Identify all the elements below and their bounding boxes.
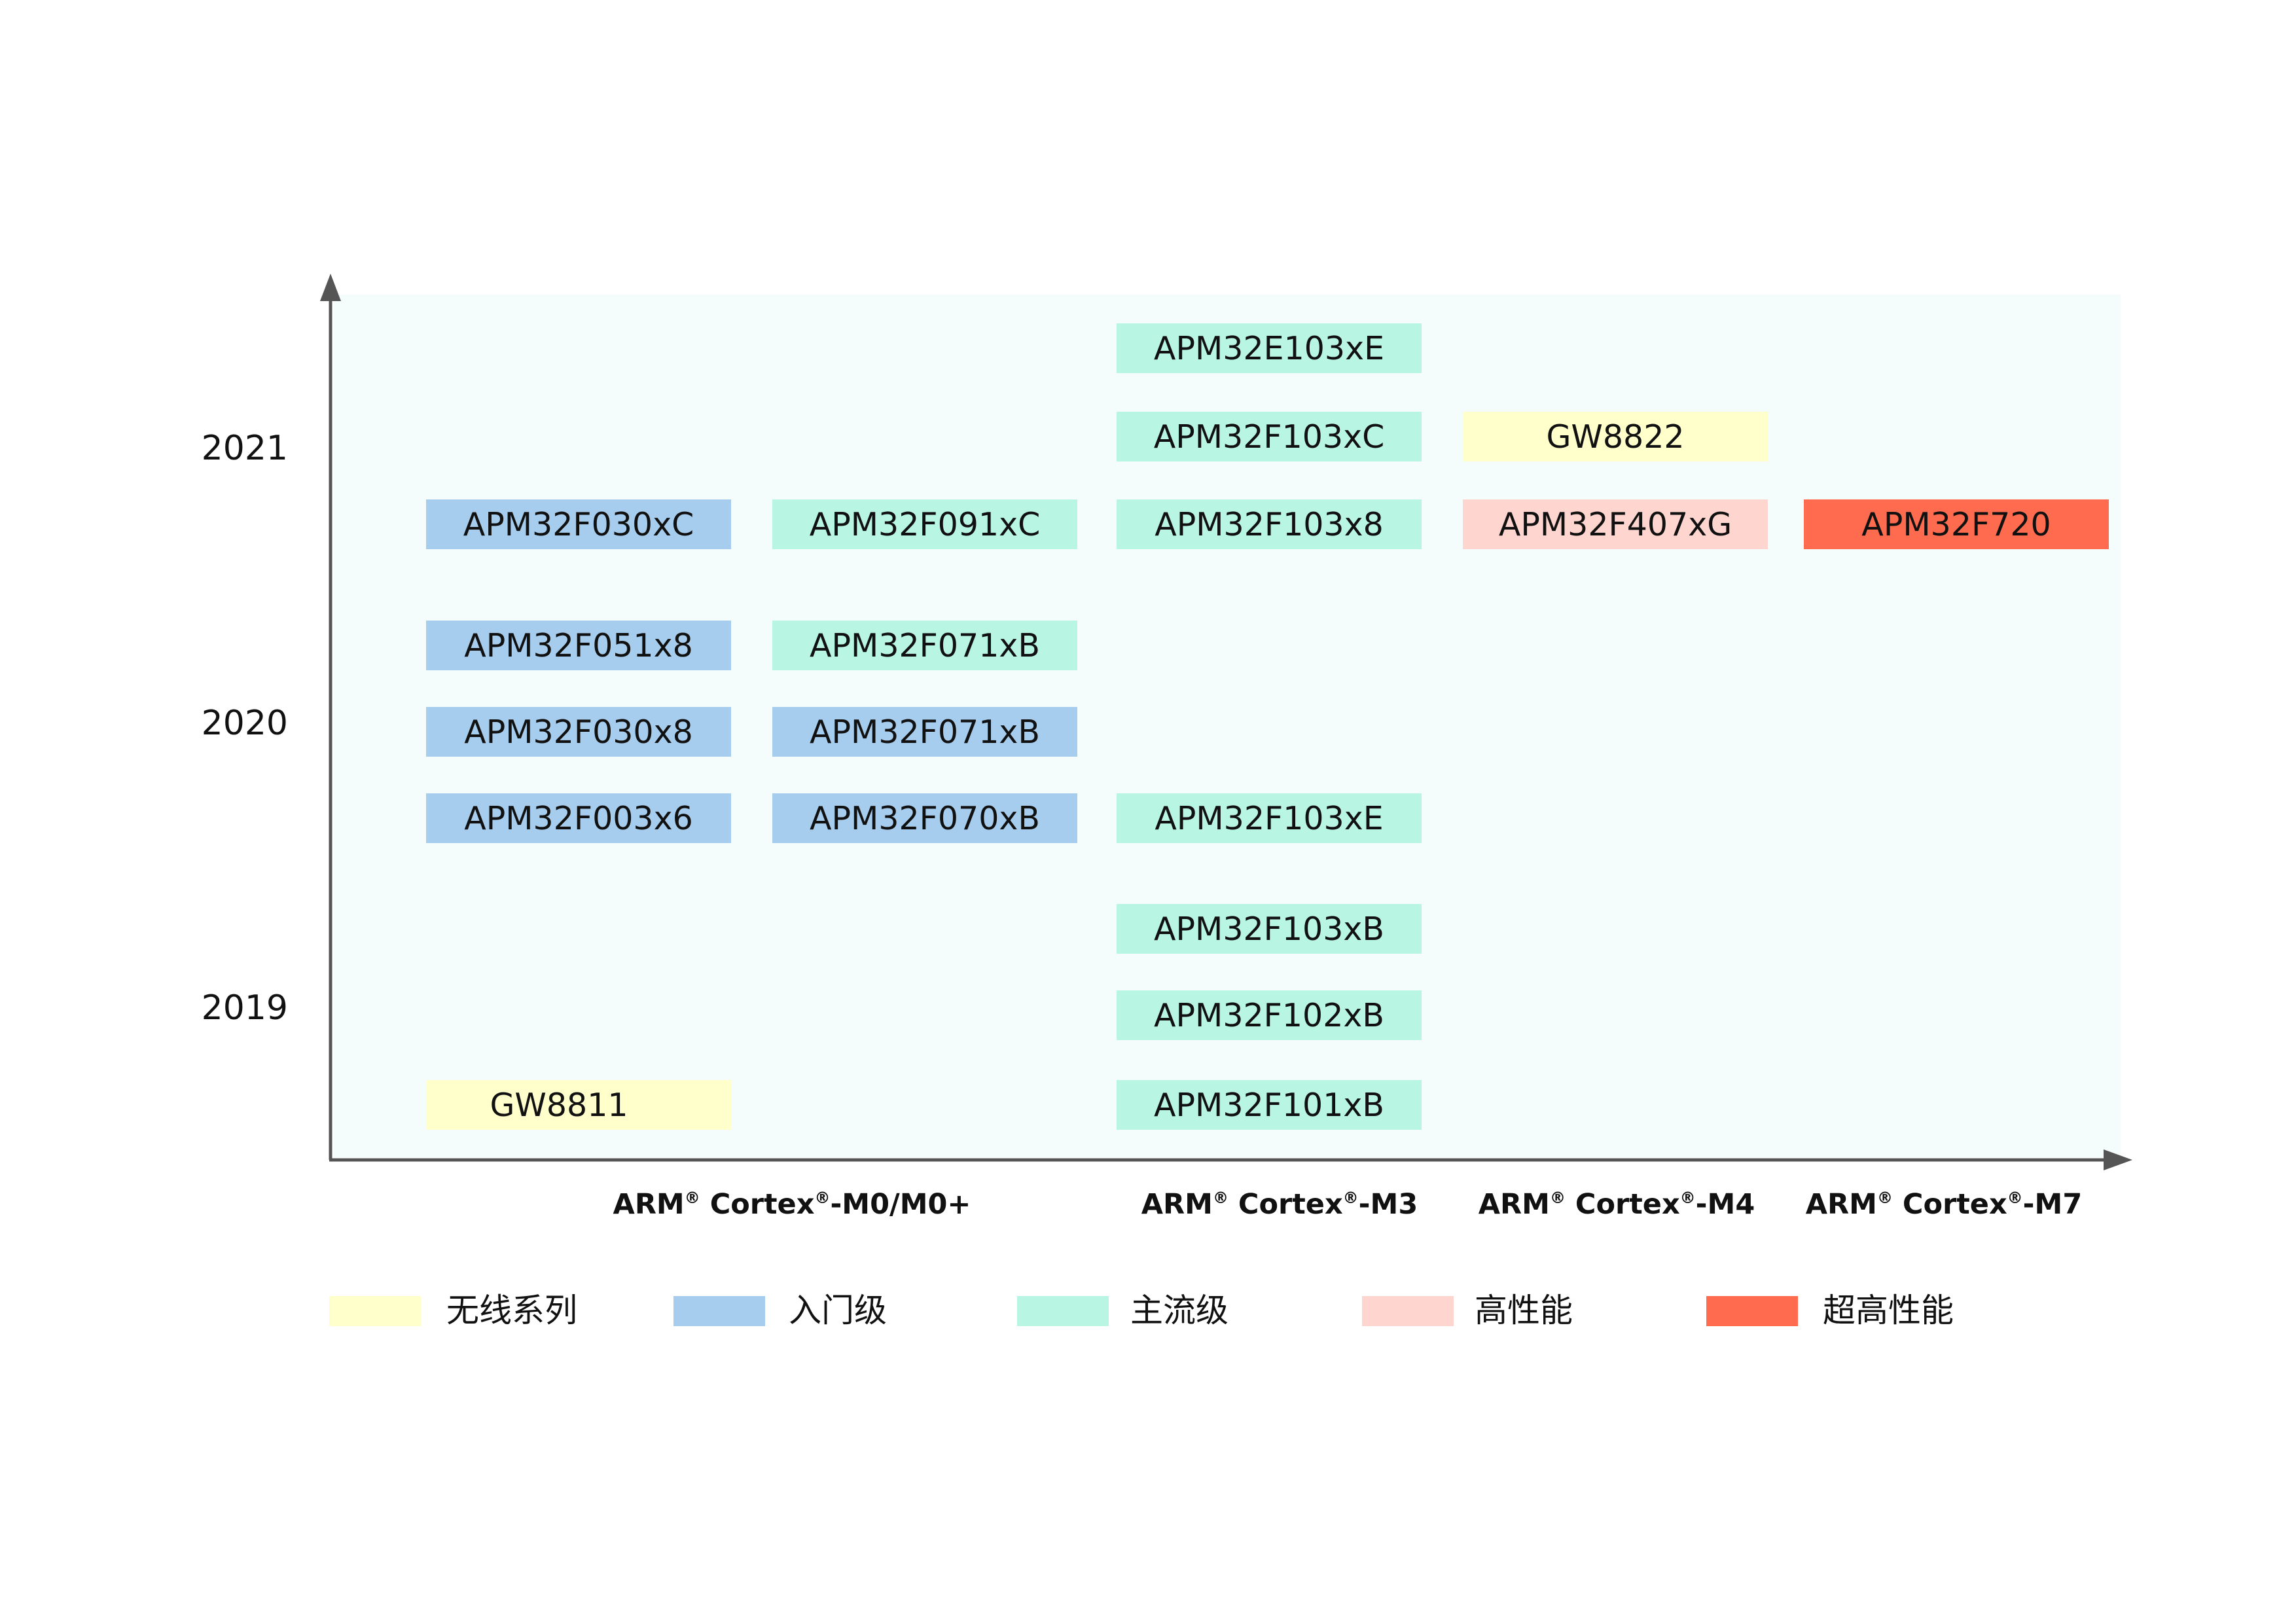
chip-apm32f101xb: APM32F101xB [1117, 1080, 1422, 1130]
chip-gw8811: GW8811 [426, 1080, 731, 1130]
legend-label-ultra-high-performance: 超高性能 [1823, 1291, 1954, 1329]
chip-apm32f103x8: APM32F103x8 [1117, 499, 1422, 549]
chip-apm32f070xb: APM32F070xB [772, 793, 1077, 843]
legend-label-wireless: 无线系列 [446, 1291, 577, 1329]
chip-apm32f003x6: APM32F003x6 [426, 793, 731, 843]
chip-apm32f091xc: APM32F091xC [772, 499, 1077, 549]
legend-label-mainstream: 主流级 [1130, 1291, 1229, 1329]
chip-apm32f071xb-entry: APM32F071xB [772, 707, 1077, 757]
x-label-m0: ARM® Cortex®-M0/M0+ [613, 1188, 971, 1221]
x-axis-arrow-icon [2104, 1149, 2132, 1170]
chip-apm32f720: APM32F720 [1804, 499, 2109, 549]
year-label-2020: 2020 [201, 704, 288, 743]
chip-apm32f030xc: APM32F030xC [426, 499, 731, 549]
x-label-m3: ARM® Cortex®-M3 [1141, 1188, 1418, 1221]
chip-apm32f030x8: APM32F030x8 [426, 707, 731, 757]
chip-apm32f071xb-mainstream: APM32F071xB [772, 621, 1077, 670]
legend-swatch-entry [673, 1296, 765, 1326]
chip-apm32f102xb: APM32F102xB [1117, 990, 1422, 1040]
y-axis-arrow-icon [320, 274, 341, 301]
chip-apm32e103xe: APM32E103xE [1117, 323, 1422, 373]
legend-swatch-mainstream [1017, 1296, 1109, 1326]
x-label-m7: ARM® Cortex®-M7 [1805, 1188, 2083, 1221]
chip-gw8822: GW8822 [1463, 412, 1768, 461]
legend-label-high-performance: 高性能 [1475, 1291, 1573, 1329]
chip-apm32f103xb: APM32F103xB [1117, 904, 1422, 954]
legend-swatch-high-performance [1362, 1296, 1454, 1326]
chip-apm32f103xe: APM32F103xE [1117, 793, 1422, 843]
legend-swatch-wireless [329, 1296, 421, 1326]
x-label-m4: ARM® Cortex®-M4 [1478, 1188, 1755, 1221]
chip-apm32f407xg: APM32F407xG [1463, 499, 1768, 549]
year-label-2021: 2021 [201, 429, 288, 468]
legend-swatch-ultra-high-performance [1706, 1296, 1798, 1326]
chip-apm32f103xc: APM32F103xC [1117, 412, 1422, 461]
legend-label-entry: 入门级 [789, 1291, 887, 1329]
year-label-2019: 2019 [201, 988, 288, 1028]
chip-apm32f051x8: APM32F051x8 [426, 621, 731, 670]
